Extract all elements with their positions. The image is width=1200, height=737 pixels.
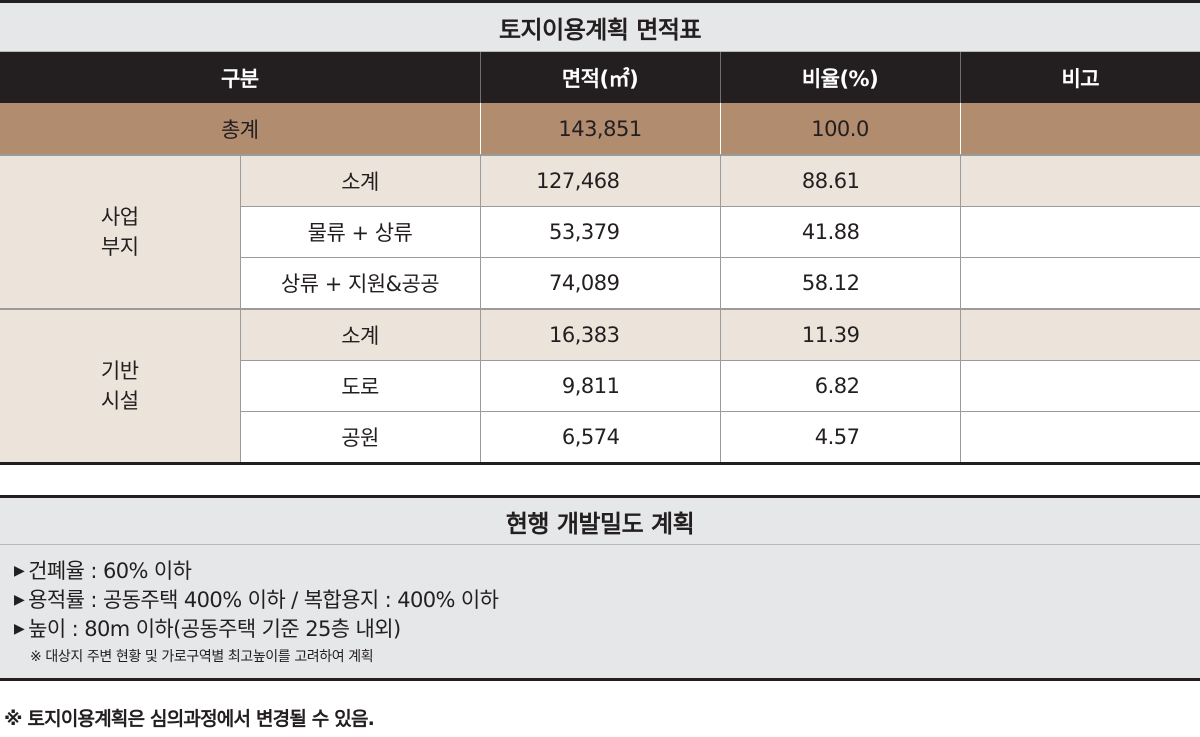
total-remarks <box>959 103 1200 155</box>
row-label: 소계 <box>239 154 481 207</box>
row-remarks <box>959 411 1200 462</box>
table-row: 사업 부지 소계 127,468 88.61 <box>0 154 1200 309</box>
table-bottom-rule <box>0 462 1200 465</box>
row-remarks <box>959 360 1200 412</box>
row-label: 공원 <box>239 411 481 462</box>
footnote: ※ 토지이용계획은 심의과정에서 변경될 수 있음. <box>4 708 375 730</box>
header-remarks: 비고 <box>959 52 1200 103</box>
table-row: 기반 시설 소계 16,383 11.39 <box>0 308 1200 462</box>
row-remarks <box>959 154 1200 207</box>
triangle-bullet-icon: ▶ <box>14 563 25 579</box>
header-area: 면적(㎡) <box>479 52 721 103</box>
row-area: 127,468 <box>479 154 721 207</box>
group-label-infrastructure: 기반 시설 <box>0 308 240 462</box>
row-ratio: 88.61 <box>719 154 961 207</box>
density-plan-title: 현행 개발밀도 계획 <box>0 495 1200 545</box>
header-category: 구분 <box>0 52 481 103</box>
row-area: 53,379 <box>479 206 721 258</box>
density-plan-section: 현행 개발밀도 계획 ▶ 건폐율 : 60% 이하 ▶ 용적률 : 공동주택 4… <box>0 495 1200 681</box>
land-use-area-table-section: 토지이용계획 면적표 구분 면적(㎡) 비율(%) 비고 총계 143,851 … <box>0 0 1200 465</box>
total-row: 총계 143,851 100.0 <box>0 103 1200 155</box>
triangle-bullet-icon: ▶ <box>14 621 25 637</box>
row-ratio: 4.57 <box>719 411 961 462</box>
density-item-text: 용적률 : 공동주택 400% 이하 / 복합용지 : 400% 이하 <box>28 588 499 612</box>
row-area: 9,811 <box>479 360 721 412</box>
group-label-line: 부지 <box>100 235 139 259</box>
total-label: 총계 <box>0 103 481 155</box>
row-label: 상류 + 지원&공공 <box>239 257 481 309</box>
table-row: 상류 + 지원&공공 74,089 58.12 <box>0 257 1200 309</box>
row-ratio: 6.82 <box>719 360 961 412</box>
row-ratio: 58.12 <box>719 257 961 309</box>
list-item: ▶ 높이 : 80m 이하(공동주택 기준 25층 내외) <box>14 615 1200 644</box>
group-label-business-site: 사업 부지 <box>0 154 240 309</box>
group-label-line: 사업 <box>100 205 139 229</box>
row-area: 6,574 <box>479 411 721 462</box>
land-use-area-table: 구분 면적(㎡) 비율(%) 비고 총계 143,851 100.0 사업 부지… <box>0 52 1200 462</box>
row-area: 16,383 <box>479 308 721 361</box>
table-row: 물류 + 상류 53,379 41.88 <box>0 206 1200 258</box>
density-plan-body: ▶ 건폐율 : 60% 이하 ▶ 용적률 : 공동주택 400% 이하 / 복합… <box>0 545 1200 681</box>
density-plan-note: ※ 대상지 주변 현황 및 가로구역별 최고높이를 고려하여 계획 <box>30 649 374 665</box>
table-header-row: 구분 면적(㎡) 비율(%) 비고 <box>0 52 1200 103</box>
row-label: 물류 + 상류 <box>239 206 481 258</box>
total-area: 143,851 <box>479 103 721 155</box>
row-ratio: 11.39 <box>719 308 961 361</box>
row-remarks <box>959 257 1200 309</box>
row-label: 소계 <box>239 308 481 361</box>
list-item: ▶ 건폐율 : 60% 이하 <box>14 557 1200 586</box>
triangle-bullet-icon: ▶ <box>14 592 25 608</box>
land-use-table-title: 토지이용계획 면적표 <box>0 0 1200 52</box>
row-ratio: 41.88 <box>719 206 961 258</box>
row-label: 도로 <box>239 360 481 412</box>
header-ratio: 비율(%) <box>719 52 961 103</box>
list-item: ▶ 용적률 : 공동주택 400% 이하 / 복합용지 : 400% 이하 <box>14 586 1200 615</box>
total-ratio: 100.0 <box>719 103 961 155</box>
row-remarks <box>959 308 1200 361</box>
density-item-text: 높이 : 80m 이하(공동주택 기준 25층 내외) <box>28 617 401 641</box>
density-item-text: 건폐율 : 60% 이하 <box>28 559 192 583</box>
row-area: 74,089 <box>479 257 721 309</box>
row-remarks <box>959 206 1200 258</box>
table-row: 공원 6,574 4.57 <box>0 411 1200 462</box>
group-label-line: 기반 <box>100 359 139 383</box>
table-row: 도로 9,811 6.82 <box>0 360 1200 412</box>
group-label-line: 시설 <box>100 389 139 413</box>
